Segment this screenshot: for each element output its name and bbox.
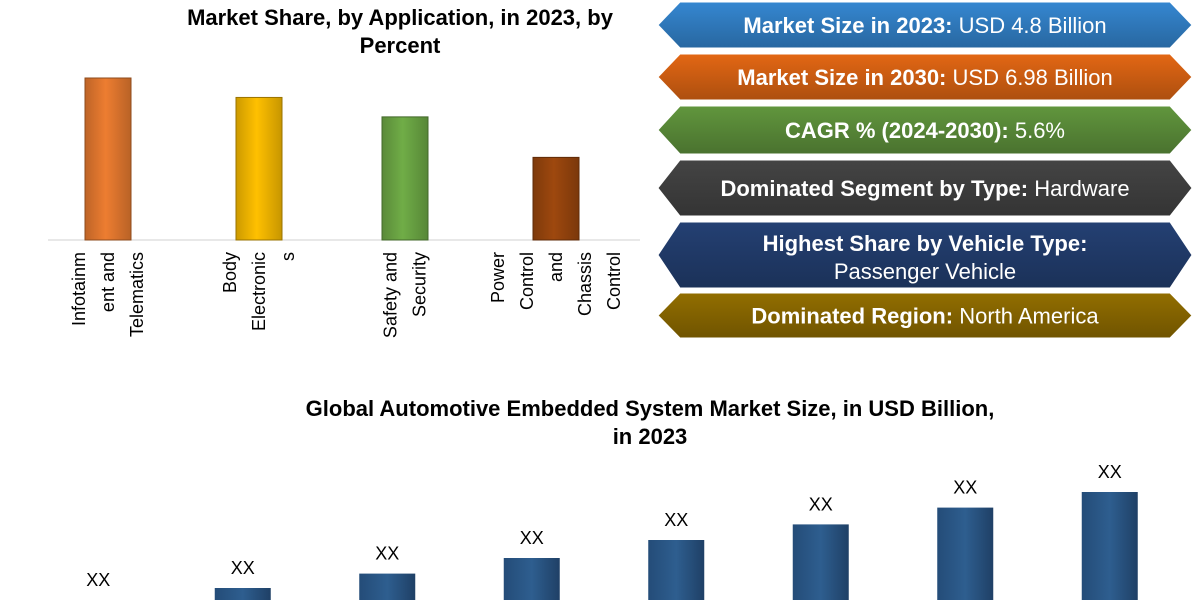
stat-banner-text: Dominated Region: North America [751,304,1099,329]
chart1-bar [84,77,132,241]
chart1-bar [532,156,580,241]
chart1-category-label: Power [488,252,508,303]
chart2-bar [792,524,849,600]
stat-banner-label: Highest Share by Vehicle Type: [763,231,1088,256]
chart1-category-label: Control [517,252,537,310]
chart1-category-label: Electronic [249,252,269,331]
chart1-category-label: Body [220,252,240,293]
stat-banner-value: Passenger Vehicle [834,259,1016,284]
chart2-bar [648,540,705,600]
chart1-category-label: Control [604,252,624,310]
stat-banner [657,221,1193,289]
stat-banner [657,105,1193,155]
chart1-category-label: Security [410,252,430,317]
chart2-data-label: XX [520,528,544,548]
stat-banner-text: Market Size in 2023: USD 4.8 Billion [743,13,1106,38]
stat-banner-text: CAGR % (2024-2030): 5.6% [785,118,1065,143]
stat-banner-text: Market Size in 2030: USD 6.98 Billion [737,65,1112,90]
chart2-title: Global Automotive Embedded System Market… [305,396,995,449]
chart1-category-label: and [546,252,566,282]
chart1-bar [235,96,283,241]
chart2-data-label: XX [664,510,688,530]
chart1-category-label: Chassis [575,252,595,316]
key-stats-banners: Market Size in 2023: USD 4.8 Billion Mark… [657,1,1193,339]
chart2-data-label: XX [953,478,977,498]
chart1-category-label: Telematics [127,252,147,337]
chart2-bar [503,558,560,600]
chart1-title: Market Share, by Application, in 2023, b… [187,5,613,58]
chart2-data-label: XX [375,544,399,564]
chart2-bar [214,588,271,600]
chart2-bar [1081,492,1138,600]
chart1-category-label: s [278,252,298,261]
chart1-category-label: Safety and [381,252,401,338]
stat-banner [657,159,1193,217]
stat-banner-text: Dominated Segment by Type: Hardware [720,176,1129,201]
stat-banner [657,1,1193,49]
application-share-chart: Infotainm ent and Telematics Body Electronic… [48,77,640,338]
chart1-category-label: ent and [98,252,118,312]
chart2-data-label: XX [86,570,110,590]
chart2-data-label: XX [231,558,255,578]
chart2-bar [359,573,416,600]
chart2-data-label: XX [809,494,833,514]
chart1-bar [381,116,429,241]
chart2-bar [937,507,994,600]
chart1-category-label: Infotainm [69,252,89,326]
chart2-data-label: XX [1098,462,1122,482]
stat-banner [657,53,1193,101]
stat-banner [657,292,1193,339]
